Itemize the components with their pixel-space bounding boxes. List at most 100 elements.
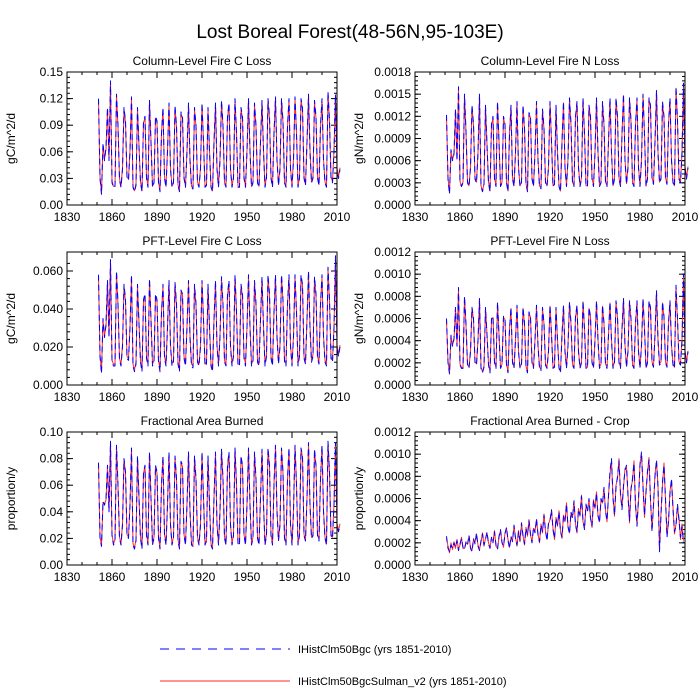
x-tick-label: 1890 xyxy=(492,210,519,224)
x-tick-label: 1830 xyxy=(54,210,81,224)
x-tick-label: 1890 xyxy=(492,390,519,404)
x-tick-label: 1830 xyxy=(54,570,81,584)
x-tick-label: 1830 xyxy=(402,210,429,224)
y-tick-label: 0.060 xyxy=(33,264,63,278)
chart-panel-6: Fractional Area Burned - Crop proportion/… xyxy=(352,414,699,584)
x-tick-label: 1950 xyxy=(582,390,609,404)
y-tick-label: 0.0006 xyxy=(374,154,411,168)
chart-panel-5: Fractional Area Burned proportion/y 1830 18… xyxy=(4,414,351,584)
y-tick-label: 0.03 xyxy=(40,171,64,185)
series-line-series1 xyxy=(446,273,689,375)
x-tick-label: 1920 xyxy=(189,390,216,404)
series-line-series1 xyxy=(98,440,341,550)
y-tick-label: 0.020 xyxy=(33,340,63,354)
x-tick-label: 1830 xyxy=(402,390,429,404)
x-tick-label: 1950 xyxy=(582,570,609,584)
x-tick-label: 1860 xyxy=(99,570,126,584)
y-axis-label: proportion/y xyxy=(352,467,366,530)
y-tick-label: 0.0000 xyxy=(374,558,411,572)
y-tick-label: 0.15 xyxy=(40,65,64,79)
x-tick-label: 1920 xyxy=(537,570,564,584)
y-tick-label: 0.0002 xyxy=(374,356,411,370)
x-tick-label: 1950 xyxy=(234,570,261,584)
x-tick-label: 1980 xyxy=(627,210,654,224)
panel-title: Column-Level Fire N Loss xyxy=(481,54,620,68)
x-tick-label: 1860 xyxy=(447,210,474,224)
chart-panel-1: Column-Level Fire C Loss gC/m^2/d 1830 1860… xyxy=(4,54,351,224)
y-tick-label: 0.040 xyxy=(33,302,63,316)
y-tick-label: 0.0006 xyxy=(374,492,411,506)
plot-frame xyxy=(66,71,338,206)
x-tick-label: 1950 xyxy=(234,210,261,224)
chart-panel-2: Column-Level Fire N Loss gN/m^2/d 1830 1860… xyxy=(352,54,699,224)
panel-title: PFT-Level Fire C Loss xyxy=(142,234,261,248)
y-tick-label: 0.0012 xyxy=(374,245,411,259)
series-line-series1 xyxy=(446,82,689,195)
y-tick-label: 0.10 xyxy=(40,425,64,439)
x-tick-label: 1830 xyxy=(54,390,81,404)
x-tick-label: 2010 xyxy=(672,570,699,584)
x-tick-label: 1860 xyxy=(99,210,126,224)
x-tick-label: 1890 xyxy=(144,570,171,584)
y-axis-label: gN/m^2/d xyxy=(352,113,366,164)
x-tick-label: 1980 xyxy=(279,210,306,224)
x-tick-label: 1860 xyxy=(447,570,474,584)
panel-title: Column-Level Fire C Loss xyxy=(133,54,272,68)
x-tick-label: 1920 xyxy=(189,210,216,224)
y-tick-label: 0.06 xyxy=(40,478,64,492)
x-tick-label: 1890 xyxy=(144,210,171,224)
panel-title: Fractional Area Burned xyxy=(141,414,264,428)
y-tick-label: 0.00 xyxy=(40,198,64,212)
y-tick-label: 0.04 xyxy=(40,505,64,519)
y-tick-label: 0.0008 xyxy=(374,469,411,483)
y-tick-label: 0.02 xyxy=(40,531,64,545)
plot-frame xyxy=(414,251,686,386)
plot-frame xyxy=(414,71,686,206)
chart-panel-4: PFT-Level Fire N Loss gN/m^2/d 1830 1860 189… xyxy=(352,234,699,404)
legend: IHistClm50Bgc (yrs 1851-2010) IHistClm50… xyxy=(160,644,506,688)
y-tick-label: 0.12 xyxy=(40,92,64,106)
x-tick-label: 1980 xyxy=(279,390,306,404)
y-tick-label: 0.09 xyxy=(40,118,64,132)
plot-frame xyxy=(66,251,338,386)
x-tick-label: 2010 xyxy=(324,390,351,404)
x-tick-label: 1890 xyxy=(144,390,171,404)
series-line-series1 xyxy=(98,80,341,195)
y-tick-label: 0.0000 xyxy=(374,378,411,392)
y-tick-label: 0.0018 xyxy=(374,65,411,79)
legend-label-series2: IHistClm50BgcSulman_v2 (yrs 1851-2010) xyxy=(298,676,506,688)
y-tick-label: 0.0002 xyxy=(374,536,411,550)
y-tick-label: 0.06 xyxy=(40,145,64,159)
series-line-series1 xyxy=(446,451,684,553)
x-tick-label: 2010 xyxy=(324,570,351,584)
x-tick-label: 2010 xyxy=(672,390,699,404)
x-tick-label: 1860 xyxy=(99,390,126,404)
y-axis-label: gN/m^2/d xyxy=(352,293,366,344)
chart-panel-3: PFT-Level Fire C Loss gC/m^2/d 1830 1860 189… xyxy=(4,234,351,404)
y-tick-label: 0.0004 xyxy=(374,514,411,528)
plot-frame xyxy=(66,431,338,566)
y-axis-label: proportion/y xyxy=(4,467,18,530)
y-axis-label: gC/m^2/d xyxy=(4,113,18,164)
x-tick-label: 1860 xyxy=(447,390,474,404)
series-line-series1 xyxy=(98,255,341,375)
x-tick-label: 1920 xyxy=(537,210,564,224)
y-tick-label: 0.0010 xyxy=(374,447,411,461)
panel-title: Fractional Area Burned - Crop xyxy=(470,414,630,428)
y-tick-label: 0.0009 xyxy=(374,132,411,146)
legend-label-series1: IHistClm50Bgc (yrs 1851-2010) xyxy=(298,644,451,656)
x-tick-label: 1890 xyxy=(492,570,519,584)
y-tick-label: 0.0000 xyxy=(374,198,411,212)
chart-panels: Column-Level Fire C Loss gC/m^2/d 1830 1860… xyxy=(4,54,699,584)
y-tick-label: 0.0015 xyxy=(374,87,411,101)
series-line-series2 xyxy=(98,259,341,373)
y-axis-label: gC/m^2/d xyxy=(4,293,18,344)
y-tick-label: 0.0003 xyxy=(374,176,411,190)
y-tick-label: 0.00 xyxy=(40,558,64,572)
x-tick-label: 1920 xyxy=(537,390,564,404)
y-tick-label: 0.0010 xyxy=(374,267,411,281)
x-tick-label: 1830 xyxy=(402,570,429,584)
y-tick-label: 0.0006 xyxy=(374,312,411,326)
x-tick-label: 1950 xyxy=(234,390,261,404)
x-tick-label: 1950 xyxy=(582,210,609,224)
